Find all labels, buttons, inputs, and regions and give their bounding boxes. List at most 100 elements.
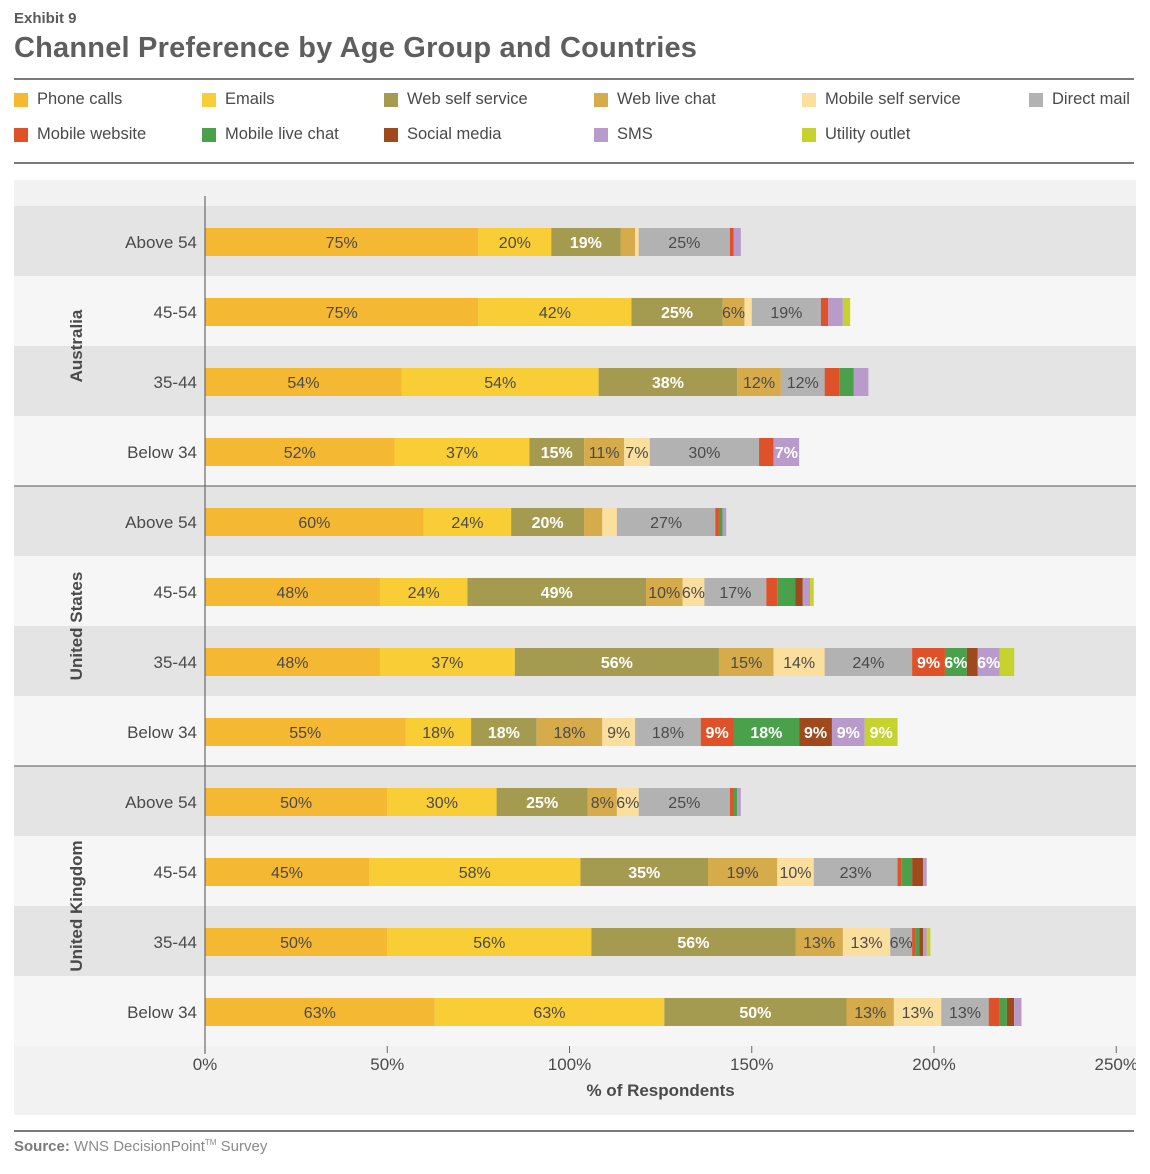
bar-segment-mobself bbox=[893, 998, 942, 1026]
bar-segment-phone bbox=[205, 298, 479, 326]
legend-swatch-social bbox=[384, 127, 398, 142]
bar-segment-phone bbox=[205, 858, 370, 886]
legend-swatch-utility bbox=[802, 127, 816, 142]
x-tick-label: 150% bbox=[730, 1055, 773, 1074]
bar-segment-mobweb bbox=[897, 858, 902, 886]
data-label: 9% bbox=[804, 725, 827, 742]
bar-segment-mail bbox=[813, 858, 898, 886]
bar-segment-phone bbox=[205, 648, 380, 676]
legend-label-utility: Utility outlet bbox=[825, 125, 911, 143]
bar-segment-utility bbox=[842, 298, 851, 326]
legend-label-webself: Web self service bbox=[407, 90, 528, 108]
data-label: 56% bbox=[473, 935, 505, 952]
data-label: 24% bbox=[408, 585, 440, 602]
legend-item-social: Social media bbox=[384, 125, 501, 144]
bar-segment-webself bbox=[467, 578, 647, 606]
bar-segment-mobself bbox=[682, 578, 705, 606]
legend-swatch-mobchat bbox=[202, 127, 216, 142]
x-tick-label: 50% bbox=[370, 1055, 404, 1074]
data-label: 60% bbox=[298, 515, 330, 532]
data-label: 13% bbox=[854, 1005, 886, 1022]
row-label: Above 54 bbox=[125, 233, 197, 252]
bar-segment-phone bbox=[205, 578, 380, 606]
data-label: 6% bbox=[616, 795, 639, 812]
data-label: 18% bbox=[553, 725, 585, 742]
bar-segment-emails bbox=[369, 858, 581, 886]
data-label: 30% bbox=[688, 445, 720, 462]
bar-segment-webchat bbox=[795, 928, 843, 956]
bar-segment-utility bbox=[999, 648, 1015, 676]
chart-title: Channel Preference by Age Group and Coun… bbox=[14, 32, 698, 64]
legend-item-mobchat: Mobile live chat bbox=[202, 125, 339, 144]
data-label: 18% bbox=[422, 725, 454, 742]
data-label: 25% bbox=[668, 795, 700, 812]
bar-segment-sms bbox=[737, 788, 741, 816]
bar-segment-emails bbox=[401, 368, 599, 396]
data-label: 18% bbox=[750, 725, 782, 742]
bar-segment-emails bbox=[423, 508, 512, 536]
bar-segment-sms bbox=[977, 648, 1000, 676]
data-label: 10% bbox=[779, 865, 811, 882]
data-label: 17% bbox=[719, 585, 751, 602]
data-label: 6% bbox=[977, 655, 1000, 672]
data-label: 25% bbox=[661, 305, 693, 322]
bar-segment-mail bbox=[780, 368, 825, 396]
data-label: 9% bbox=[837, 725, 860, 742]
bar-segment-mobself bbox=[624, 438, 650, 466]
data-label: 13% bbox=[902, 1005, 934, 1022]
bar-segment-mobself bbox=[616, 788, 639, 816]
data-label: 27% bbox=[650, 515, 682, 532]
bar-segment-mobweb bbox=[988, 998, 1000, 1026]
row-label: 35-44 bbox=[154, 373, 197, 392]
x-tick-label: 0% bbox=[193, 1055, 218, 1074]
top-divider bbox=[14, 78, 1134, 80]
data-label: 13% bbox=[803, 935, 835, 952]
data-label: 45% bbox=[271, 865, 303, 882]
bar-segment-webself bbox=[511, 508, 585, 536]
data-label: 12% bbox=[743, 375, 775, 392]
bar-segment-webchat bbox=[584, 508, 603, 536]
data-label: 13% bbox=[851, 935, 883, 952]
bar-segment-mobweb bbox=[912, 928, 916, 956]
bar-segment-mobself bbox=[842, 928, 891, 956]
legend-label-phone: Phone calls bbox=[37, 90, 123, 108]
data-label: 15% bbox=[541, 445, 573, 462]
bar-segment-webchat bbox=[737, 368, 781, 396]
bar-segment-social bbox=[966, 648, 978, 676]
bar-segment-mobself bbox=[602, 508, 617, 536]
group-label: Australia bbox=[67, 309, 86, 382]
bar-segment-sms bbox=[802, 578, 811, 606]
row-label: Above 54 bbox=[125, 513, 197, 532]
bar-segment-webself bbox=[471, 718, 537, 746]
data-label: 18% bbox=[652, 725, 684, 742]
bar-segment-emails bbox=[379, 648, 515, 676]
bar-segment-mobself bbox=[744, 298, 752, 326]
bar-segment-webchat bbox=[620, 228, 636, 256]
legend-label-social: Social media bbox=[407, 125, 502, 143]
data-label: 37% bbox=[431, 655, 463, 672]
legend-item-webself: Web self service bbox=[384, 90, 528, 109]
legend-label-mobchat: Mobile live chat bbox=[225, 125, 339, 143]
bar-segment-phone bbox=[205, 718, 406, 746]
data-label: 56% bbox=[601, 655, 633, 672]
legend-label-webchat: Web live chat bbox=[617, 90, 716, 108]
data-label: 9% bbox=[607, 725, 630, 742]
legend-divider bbox=[14, 162, 1134, 164]
bar-segment-phone bbox=[205, 928, 388, 956]
data-label: 63% bbox=[533, 1005, 565, 1022]
data-label: 6% bbox=[890, 935, 913, 952]
legend-swatch-mobweb bbox=[14, 127, 28, 142]
bar-segment-mobchat bbox=[839, 368, 854, 396]
bar-segment-mobchat bbox=[944, 648, 967, 676]
bar-segment-mobweb bbox=[759, 438, 774, 466]
row-label: Below 34 bbox=[127, 443, 197, 462]
data-label: 10% bbox=[648, 585, 680, 602]
row-label: 35-44 bbox=[154, 653, 197, 672]
bar-segment-webself bbox=[496, 788, 588, 816]
data-label: 58% bbox=[459, 865, 491, 882]
bar-segment-mail bbox=[649, 438, 760, 466]
bar-segment-social bbox=[912, 858, 924, 886]
legend-label-emails: Emails bbox=[225, 90, 275, 108]
data-label: 48% bbox=[276, 585, 308, 602]
bar-segment-mobweb bbox=[700, 718, 734, 746]
